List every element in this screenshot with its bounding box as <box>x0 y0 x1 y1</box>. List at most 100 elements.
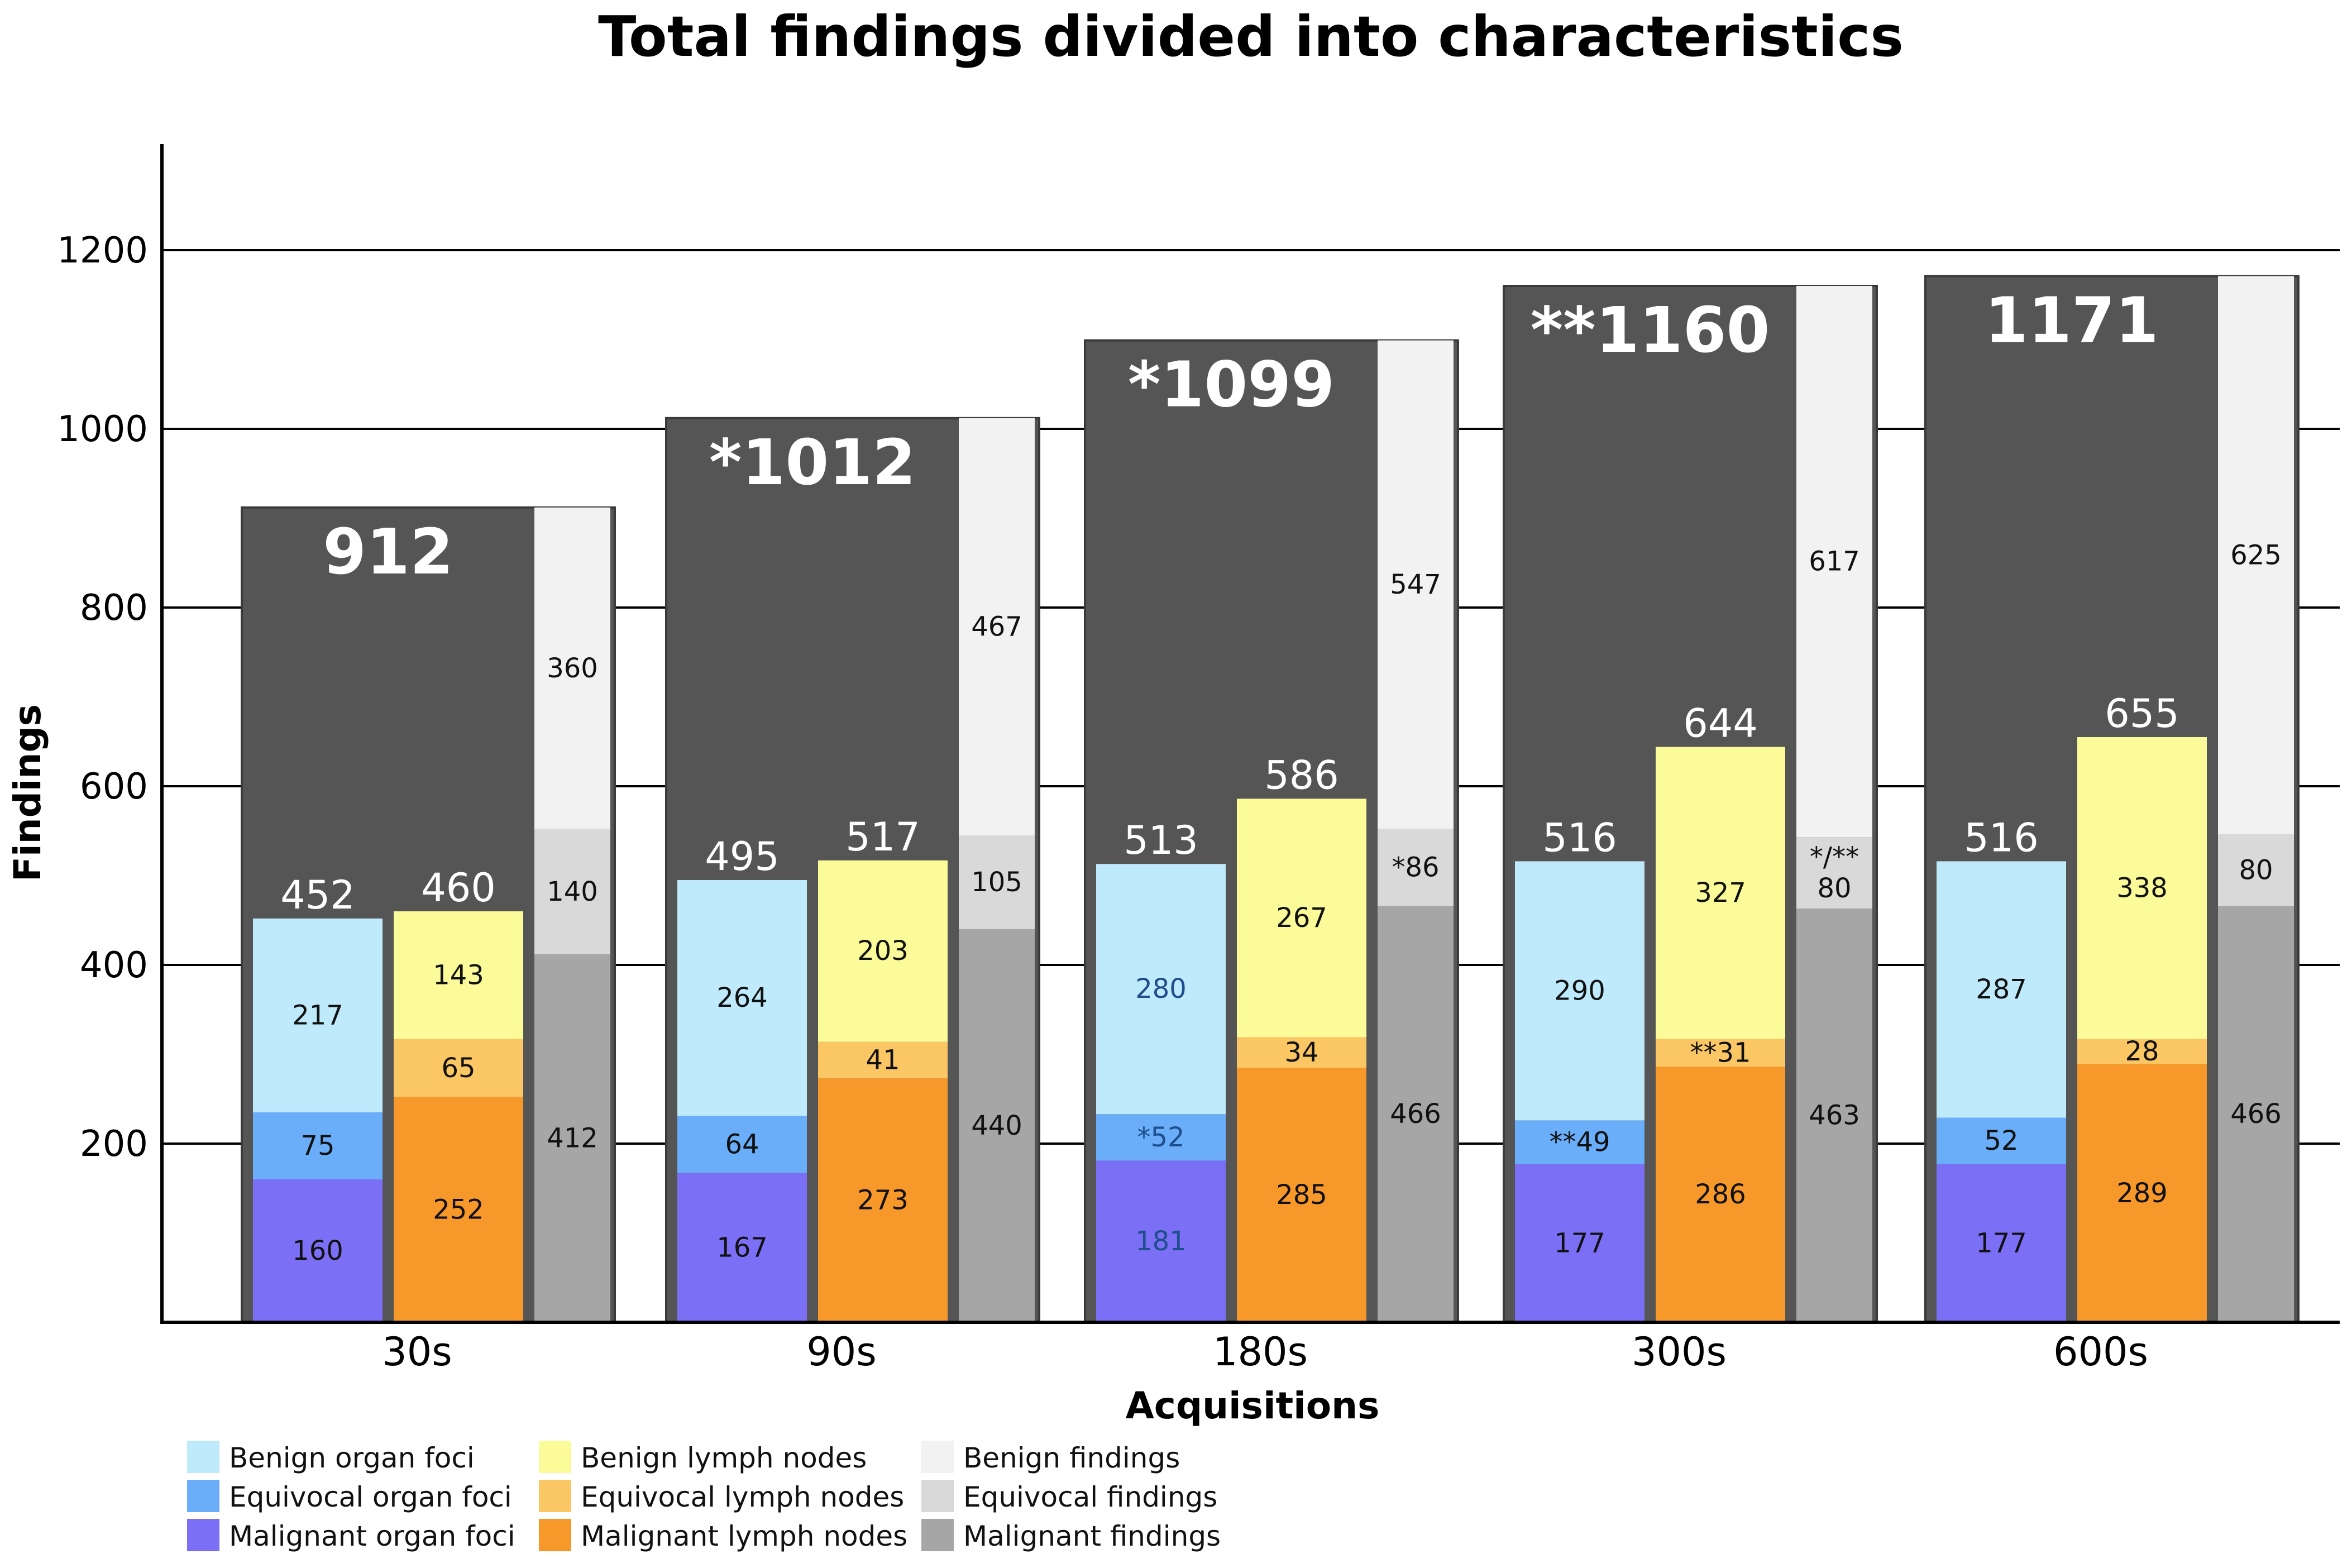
bar-segment <box>818 1078 948 1322</box>
stack-total-label: 452 <box>280 872 355 918</box>
y-axis-label: Findings <box>6 704 49 882</box>
bar-segment <box>1796 286 1872 838</box>
bar-value-label: 65 <box>441 1053 475 1084</box>
bar-segment <box>394 911 523 1039</box>
bar-segment <box>1937 861 2066 1118</box>
bar-value-label: 466 <box>2230 1098 2282 1130</box>
bar-segment <box>1096 1114 1226 1161</box>
bar-value-label: 467 <box>971 611 1022 642</box>
legend-swatch <box>187 1519 219 1551</box>
bar-value-label: 463 <box>1809 1100 1860 1131</box>
bar-segment <box>1656 1067 1785 1322</box>
bar-value-label: 625 <box>2230 539 2282 571</box>
bar-value-label: 143 <box>433 959 484 991</box>
bar-value-label: 140 <box>547 876 598 907</box>
bar-value-label: 280 <box>1135 973 1187 1005</box>
bar-value-label: 52 <box>1984 1125 2018 1156</box>
stack-total-label: 460 <box>421 865 496 911</box>
bar-value-label: 285 <box>1276 1179 1327 1211</box>
x-tick-label: 90s <box>806 1329 877 1375</box>
bar-segment <box>1096 864 1226 1115</box>
bar-value-label: 360 <box>547 653 598 684</box>
bar-value-label: 267 <box>1276 902 1327 934</box>
legend-label: Benign organ foci <box>229 1442 475 1474</box>
bar-segment <box>818 1041 948 1079</box>
bar-value-label: 287 <box>1976 974 2027 1005</box>
stack-total-label: 516 <box>1964 815 2039 861</box>
bar-value-label: 412 <box>547 1122 598 1154</box>
y-tick-label: 1000 <box>57 409 148 450</box>
group-total-label: *1012 <box>709 427 916 499</box>
y-tick-label: 800 <box>80 587 148 629</box>
legend-swatch <box>539 1519 571 1551</box>
stack-total-label: 644 <box>1683 701 1758 747</box>
bar-value-label: 181 <box>1135 1226 1187 1257</box>
bar-segment <box>1937 1164 2066 1322</box>
bar-value-label: *52 <box>1137 1122 1184 1153</box>
bar-value-label: 338 <box>2116 872 2168 903</box>
stack-total-label: 586 <box>1264 752 1339 798</box>
x-tick-label: 600s <box>2053 1329 2148 1375</box>
bar-segment <box>1378 340 1454 829</box>
bar-value-label: 64 <box>725 1129 759 1160</box>
legend-swatch <box>539 1441 571 1473</box>
group-total-label: 1171 <box>1985 284 2159 357</box>
bar-segment <box>2077 1064 2207 1322</box>
chart-title: Total findings divided into characterist… <box>598 4 1904 69</box>
y-tick-label: 600 <box>80 766 148 807</box>
bar-value-label: 177 <box>1976 1227 2027 1259</box>
bar-segment <box>1515 1164 1645 1322</box>
bar-segment <box>677 880 807 1116</box>
bar-value-label: 252 <box>433 1194 484 1225</box>
bar-segment <box>253 918 383 1112</box>
legend-label: Benign findings <box>963 1442 1180 1474</box>
bar-value-label: */** 80 <box>1810 842 1859 904</box>
bar-segment <box>1515 1120 1645 1164</box>
bar-segment <box>1378 906 1454 1322</box>
bar-segment <box>677 1173 807 1322</box>
bar-segment <box>1796 837 1872 909</box>
bar-segment <box>1937 1117 2066 1164</box>
x-axis-label: Acquisitions <box>1126 1384 1380 1427</box>
bars <box>253 276 2294 1322</box>
x-tick-label: 300s <box>1632 1329 1727 1375</box>
legend-label: Benign lymph nodes <box>581 1442 867 1474</box>
bar-value-label: 273 <box>857 1185 909 1216</box>
group-total-label: 912 <box>323 516 453 589</box>
bar-value-label: *86 <box>1392 852 1439 883</box>
legend-label: Malignant organ foci <box>229 1520 515 1552</box>
bar-value-label: 327 <box>1695 877 1746 909</box>
bar-value-label: 286 <box>1695 1179 1746 1210</box>
legend-label: Equivocal organ foci <box>229 1481 512 1513</box>
bar-value-label: 289 <box>2116 1178 2168 1209</box>
bar-segment <box>1515 861 1645 1121</box>
x-tick-label: 30s <box>382 1329 452 1375</box>
legend-label: Equivocal findings <box>963 1481 1217 1513</box>
bar-segment <box>394 1097 523 1322</box>
bar-segment <box>2218 834 2294 906</box>
bar-value-label: 160 <box>292 1235 343 1266</box>
bar-segment <box>1796 909 1872 1322</box>
bar-segment <box>534 507 610 829</box>
bar-segment <box>818 860 948 1042</box>
bar-segment <box>2077 1039 2207 1064</box>
bar-segment <box>253 1112 383 1179</box>
bar-value-label: 167 <box>716 1232 768 1263</box>
y-tick-label: 400 <box>80 945 148 986</box>
bar-segment <box>534 954 610 1322</box>
bar-value-label: 80 <box>2239 854 2273 886</box>
bar-segment <box>959 418 1035 835</box>
y-tick-label: 200 <box>80 1124 148 1165</box>
bar-segment <box>1656 747 1785 1039</box>
bar-value-label: **31 <box>1690 1038 1751 1069</box>
bar-value-label: 203 <box>857 935 909 967</box>
group-total-label: *1099 <box>1128 349 1335 422</box>
group-total-label: **1160 <box>1531 294 1770 367</box>
bar-value-label: 177 <box>1554 1227 1605 1259</box>
stack-total-label: 513 <box>1124 818 1198 863</box>
legend-swatch <box>187 1441 219 1473</box>
legend-swatch <box>921 1519 954 1551</box>
bar-segment <box>2218 906 2294 1322</box>
legend-swatch <box>921 1441 954 1473</box>
